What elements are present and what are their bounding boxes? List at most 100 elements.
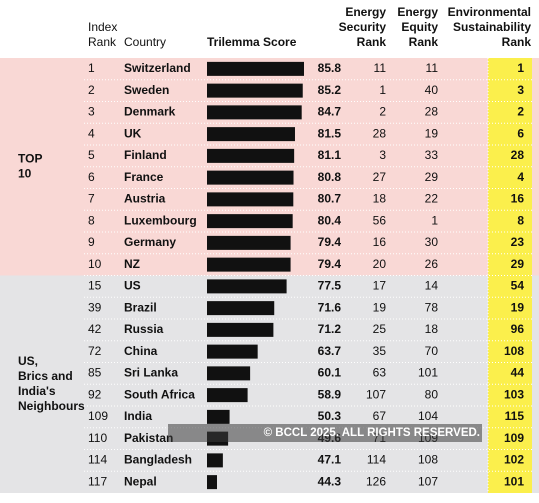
security-rank: 18 — [373, 192, 387, 206]
environment-rank: 4 — [517, 170, 524, 184]
environment-rank: 6 — [517, 126, 524, 140]
security-rank: 17 — [373, 279, 387, 293]
country: Denmark — [124, 105, 176, 119]
equity-rank: 30 — [425, 235, 439, 249]
index-rank: 42 — [88, 322, 102, 336]
score-bar — [207, 170, 294, 185]
equity-rank: 28 — [425, 105, 439, 119]
security-rank: 67 — [373, 409, 387, 423]
score-bar — [207, 257, 291, 272]
index-rank: 15 — [88, 279, 102, 293]
equity-rank: 101 — [418, 366, 438, 380]
environment-rank: 109 — [504, 431, 524, 445]
equity-rank: 33 — [425, 148, 439, 162]
country: Nepal — [124, 474, 157, 488]
country: China — [124, 344, 158, 358]
score: 81.1 — [318, 148, 342, 162]
index-rank: 92 — [88, 387, 102, 401]
score-bar — [207, 366, 251, 381]
security-rank: 25 — [373, 322, 387, 336]
score-bar — [207, 61, 304, 76]
index-rank: 9 — [88, 235, 95, 249]
score: 80.7 — [318, 192, 342, 206]
score-bar — [207, 453, 223, 468]
header: Rank — [88, 35, 117, 49]
environment-rank: 16 — [511, 192, 525, 206]
group-label: Brics and — [18, 369, 73, 383]
environment-rank: 103 — [504, 387, 524, 401]
environment-rank: 101 — [504, 474, 524, 488]
watermark-bg — [168, 424, 482, 442]
security-rank: 35 — [373, 344, 387, 358]
equity-rank: 108 — [418, 453, 438, 467]
environment-rank: 29 — [511, 257, 525, 271]
country: South Africa — [124, 387, 195, 401]
header: Equity — [401, 20, 438, 34]
index-rank: 3 — [88, 105, 95, 119]
security-rank: 11 — [374, 61, 387, 75]
header: Rank — [357, 35, 387, 49]
index-rank: 117 — [88, 474, 107, 488]
environment-rank: 54 — [511, 279, 525, 293]
header: Energy — [345, 5, 386, 19]
group-label: 10 — [18, 166, 32, 180]
score: 71.2 — [318, 322, 342, 336]
environment-rank: 2 — [517, 105, 524, 119]
score-bar — [207, 388, 248, 403]
index-rank: 5 — [88, 148, 95, 162]
score-bar — [207, 409, 230, 424]
equity-rank: 18 — [425, 322, 439, 336]
country: Sweden — [124, 83, 169, 97]
index-rank: 114 — [88, 453, 107, 467]
group-label: US, — [18, 354, 38, 368]
score: 71.6 — [318, 300, 342, 314]
score: 80.4 — [318, 213, 342, 227]
score: 81.5 — [318, 126, 342, 140]
index-rank: 6 — [88, 170, 95, 184]
environment-rank: 44 — [511, 366, 525, 380]
environment-rank: 23 — [511, 235, 525, 249]
score: 79.4 — [318, 235, 342, 249]
security-rank: 20 — [373, 257, 387, 271]
country: Germany — [124, 235, 176, 249]
index-rank: 72 — [88, 344, 102, 358]
equity-rank: 80 — [425, 387, 439, 401]
score-bar — [207, 279, 287, 294]
environment-rank: 108 — [504, 344, 524, 358]
index-rank: 7 — [88, 192, 95, 206]
country: Russia — [124, 322, 164, 336]
environment-rank: 96 — [511, 322, 525, 336]
score: 50.3 — [318, 409, 342, 423]
score: 85.2 — [318, 83, 342, 97]
score-bar — [207, 322, 274, 337]
index-rank: 110 — [88, 431, 107, 445]
header: Index — [88, 20, 117, 34]
security-rank: 114 — [367, 453, 386, 467]
equity-rank: 29 — [425, 170, 439, 184]
score-bar — [207, 127, 295, 142]
score: 84.7 — [318, 105, 342, 119]
index-rank: 109 — [88, 409, 108, 423]
environment-rank: 3 — [517, 83, 524, 97]
index-rank: 2 — [88, 83, 95, 97]
country: India — [124, 409, 152, 423]
group-label: Neighbours — [18, 399, 85, 413]
environment-rank: 19 — [511, 300, 525, 314]
equity-rank: 70 — [425, 344, 439, 358]
country: Sri Lanka — [124, 366, 178, 380]
security-rank: 3 — [379, 148, 386, 162]
security-rank: 56 — [373, 213, 387, 227]
security-rank: 16 — [373, 235, 387, 249]
security-rank: 126 — [366, 474, 386, 488]
score-bar — [207, 148, 295, 163]
environment-rank: 8 — [517, 213, 524, 227]
watermark: © BCCL 2025. ALL RIGHTS RESERVED. — [264, 427, 480, 439]
score-bar — [207, 344, 258, 359]
score-bar — [207, 475, 217, 490]
header: Environmental — [448, 5, 531, 19]
index-rank: 1 — [88, 61, 95, 75]
country: NZ — [124, 257, 140, 271]
country: Finland — [124, 148, 167, 162]
country: US — [124, 279, 141, 293]
country: Switzerland — [124, 61, 191, 75]
